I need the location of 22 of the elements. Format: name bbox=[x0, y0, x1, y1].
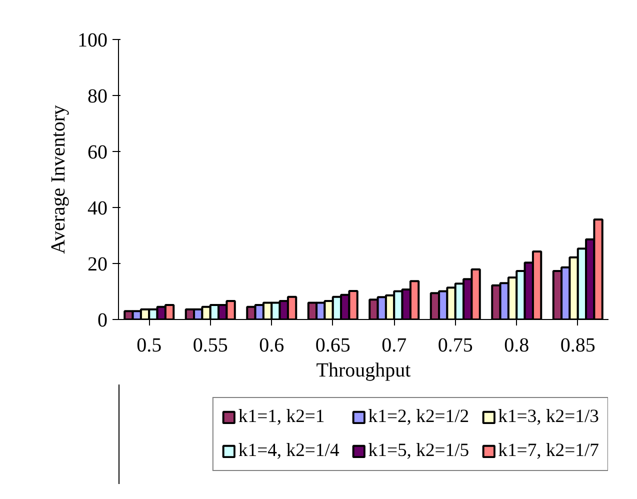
legend-label: k1=4, k2=1/4 bbox=[238, 440, 340, 462]
x-axis-title: Throughput bbox=[316, 360, 412, 382]
y-tick-label: 40 bbox=[88, 198, 108, 220]
y-tick-label: 20 bbox=[88, 254, 108, 276]
y-tick-label: 80 bbox=[88, 86, 108, 108]
x-tick-label: 0.55 bbox=[192, 334, 228, 356]
y-tick-label: 0 bbox=[98, 310, 108, 332]
legend-label: k1=1, k2=1 bbox=[238, 406, 325, 428]
legend-label: k1=2, k2=1/2 bbox=[368, 406, 470, 428]
x-tick-label: 0.6 bbox=[259, 334, 284, 356]
y-axis-title: Average Inventory bbox=[48, 104, 70, 254]
y-tick-label: 100 bbox=[78, 30, 108, 52]
x-tick-label: 0.65 bbox=[315, 334, 350, 356]
x-tick-label: 0.5 bbox=[136, 334, 162, 356]
x-tick-label: 0.7 bbox=[382, 334, 407, 356]
y-tick-label: 60 bbox=[88, 142, 108, 164]
legend-label: k1=3, k2=1/3 bbox=[498, 406, 599, 428]
x-tick-label: 0.85 bbox=[560, 334, 596, 356]
x-tick-label: 0.75 bbox=[438, 334, 473, 356]
legend-label: k1=7, k2=1/7 bbox=[498, 440, 599, 462]
x-tick-label: 0.8 bbox=[504, 334, 530, 356]
legend-label: k1=5, k2=1/5 bbox=[368, 440, 470, 462]
